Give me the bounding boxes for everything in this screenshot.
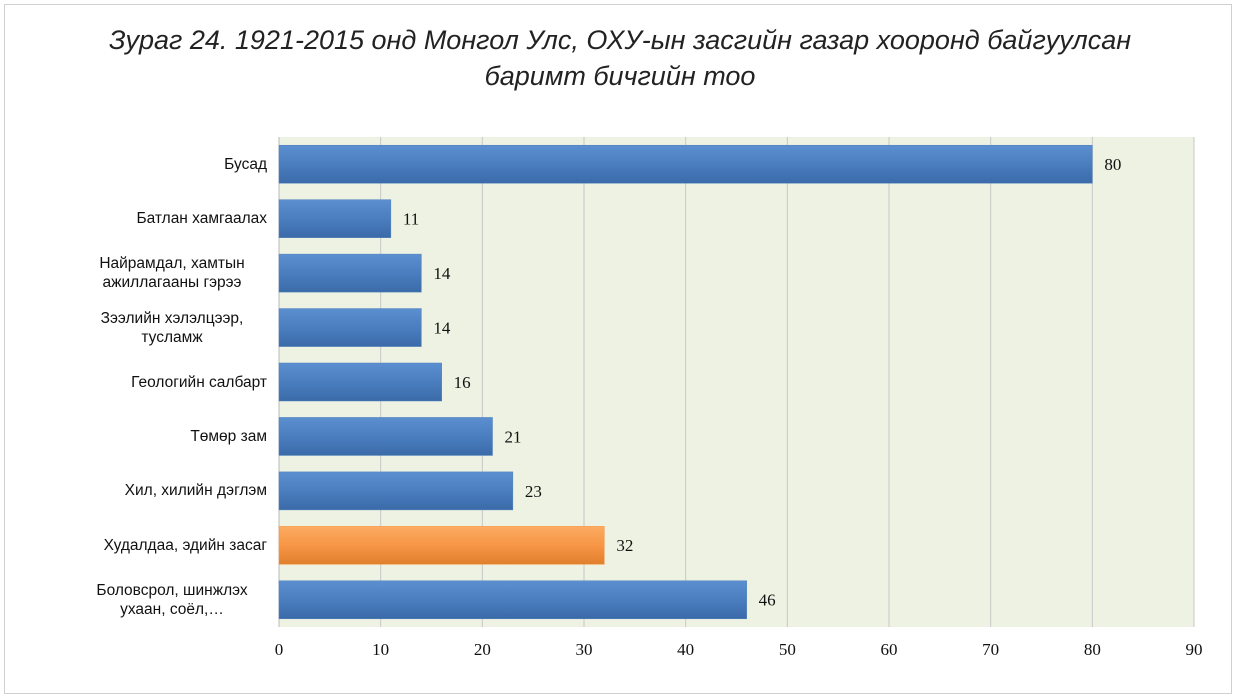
x-tick-label: 60 <box>881 640 898 659</box>
y-tick-label: Хил, хилийн дэглэм <box>67 469 267 513</box>
y-tick-label: Найрамдал, хамтын ажиллагааны гэрээ <box>67 251 267 295</box>
bar <box>278 199 392 238</box>
category-text: Боловсрол, шинжлэх ухаан, соёл,… <box>96 581 248 618</box>
category-text: Хил, хилийн дэглэм <box>124 482 267 500</box>
category-text: Бусад <box>224 155 267 173</box>
y-tick-label: Төмөр зам <box>67 414 267 458</box>
bar <box>278 580 747 620</box>
category-text: Найрамдал, хамтын ажиллагааны гэрээ <box>99 255 245 292</box>
x-tick-label: 40 <box>677 640 694 659</box>
bar <box>278 362 442 402</box>
category-text: Зээлийн хэлэлцээр, тусламж <box>100 309 244 346</box>
bar <box>278 526 605 565</box>
chart-frame <box>4 4 1232 694</box>
bar <box>278 471 514 511</box>
y-tick-label: Геологийн салбарт <box>67 360 267 404</box>
category-text: Төмөр зам <box>190 427 267 445</box>
category-text: Худалдаа, эдийн засаг <box>103 536 267 554</box>
y-tick-label: Бусад <box>67 142 267 186</box>
value-label: 23 <box>525 482 542 501</box>
x-tick-label: 50 <box>779 640 796 659</box>
chart-title: Зураг 24. 1921-2015 онд Монгол Улс, ОХУ-… <box>108 25 1132 91</box>
x-tick-label: 20 <box>474 640 491 659</box>
bar <box>278 144 1093 184</box>
value-label: 46 <box>759 591 776 610</box>
category-text: Батлан хамгаалах <box>136 210 267 228</box>
bar <box>278 417 493 456</box>
value-label: 32 <box>616 536 633 555</box>
value-label: 80 <box>1104 155 1121 174</box>
x-tick-label: 70 <box>982 640 999 659</box>
value-label: 21 <box>505 427 522 446</box>
y-tick-label: Батлан хамгаалах <box>67 197 267 241</box>
value-label: 16 <box>454 373 471 392</box>
value-label: 14 <box>433 318 451 337</box>
x-tick-label: 10 <box>372 640 389 659</box>
x-tick-label: 80 <box>1084 640 1101 659</box>
bar <box>278 308 422 347</box>
bar <box>278 253 422 293</box>
y-tick-label: Боловсрол, шинжлэх ухаан, соёл,… <box>67 578 267 622</box>
value-label: 14 <box>433 264 451 283</box>
x-tick-label: 30 <box>576 640 593 659</box>
y-tick-label: Зээлийн хэлэлцээр, тусламж <box>67 306 267 350</box>
category-text: Геологийн салбарт <box>131 373 267 391</box>
x-tick-label: 0 <box>275 640 284 659</box>
value-label: 11 <box>403 210 419 229</box>
y-tick-label: Худалдаа, эдийн засаг <box>67 523 267 567</box>
x-tick-label: 90 <box>1186 640 1203 659</box>
